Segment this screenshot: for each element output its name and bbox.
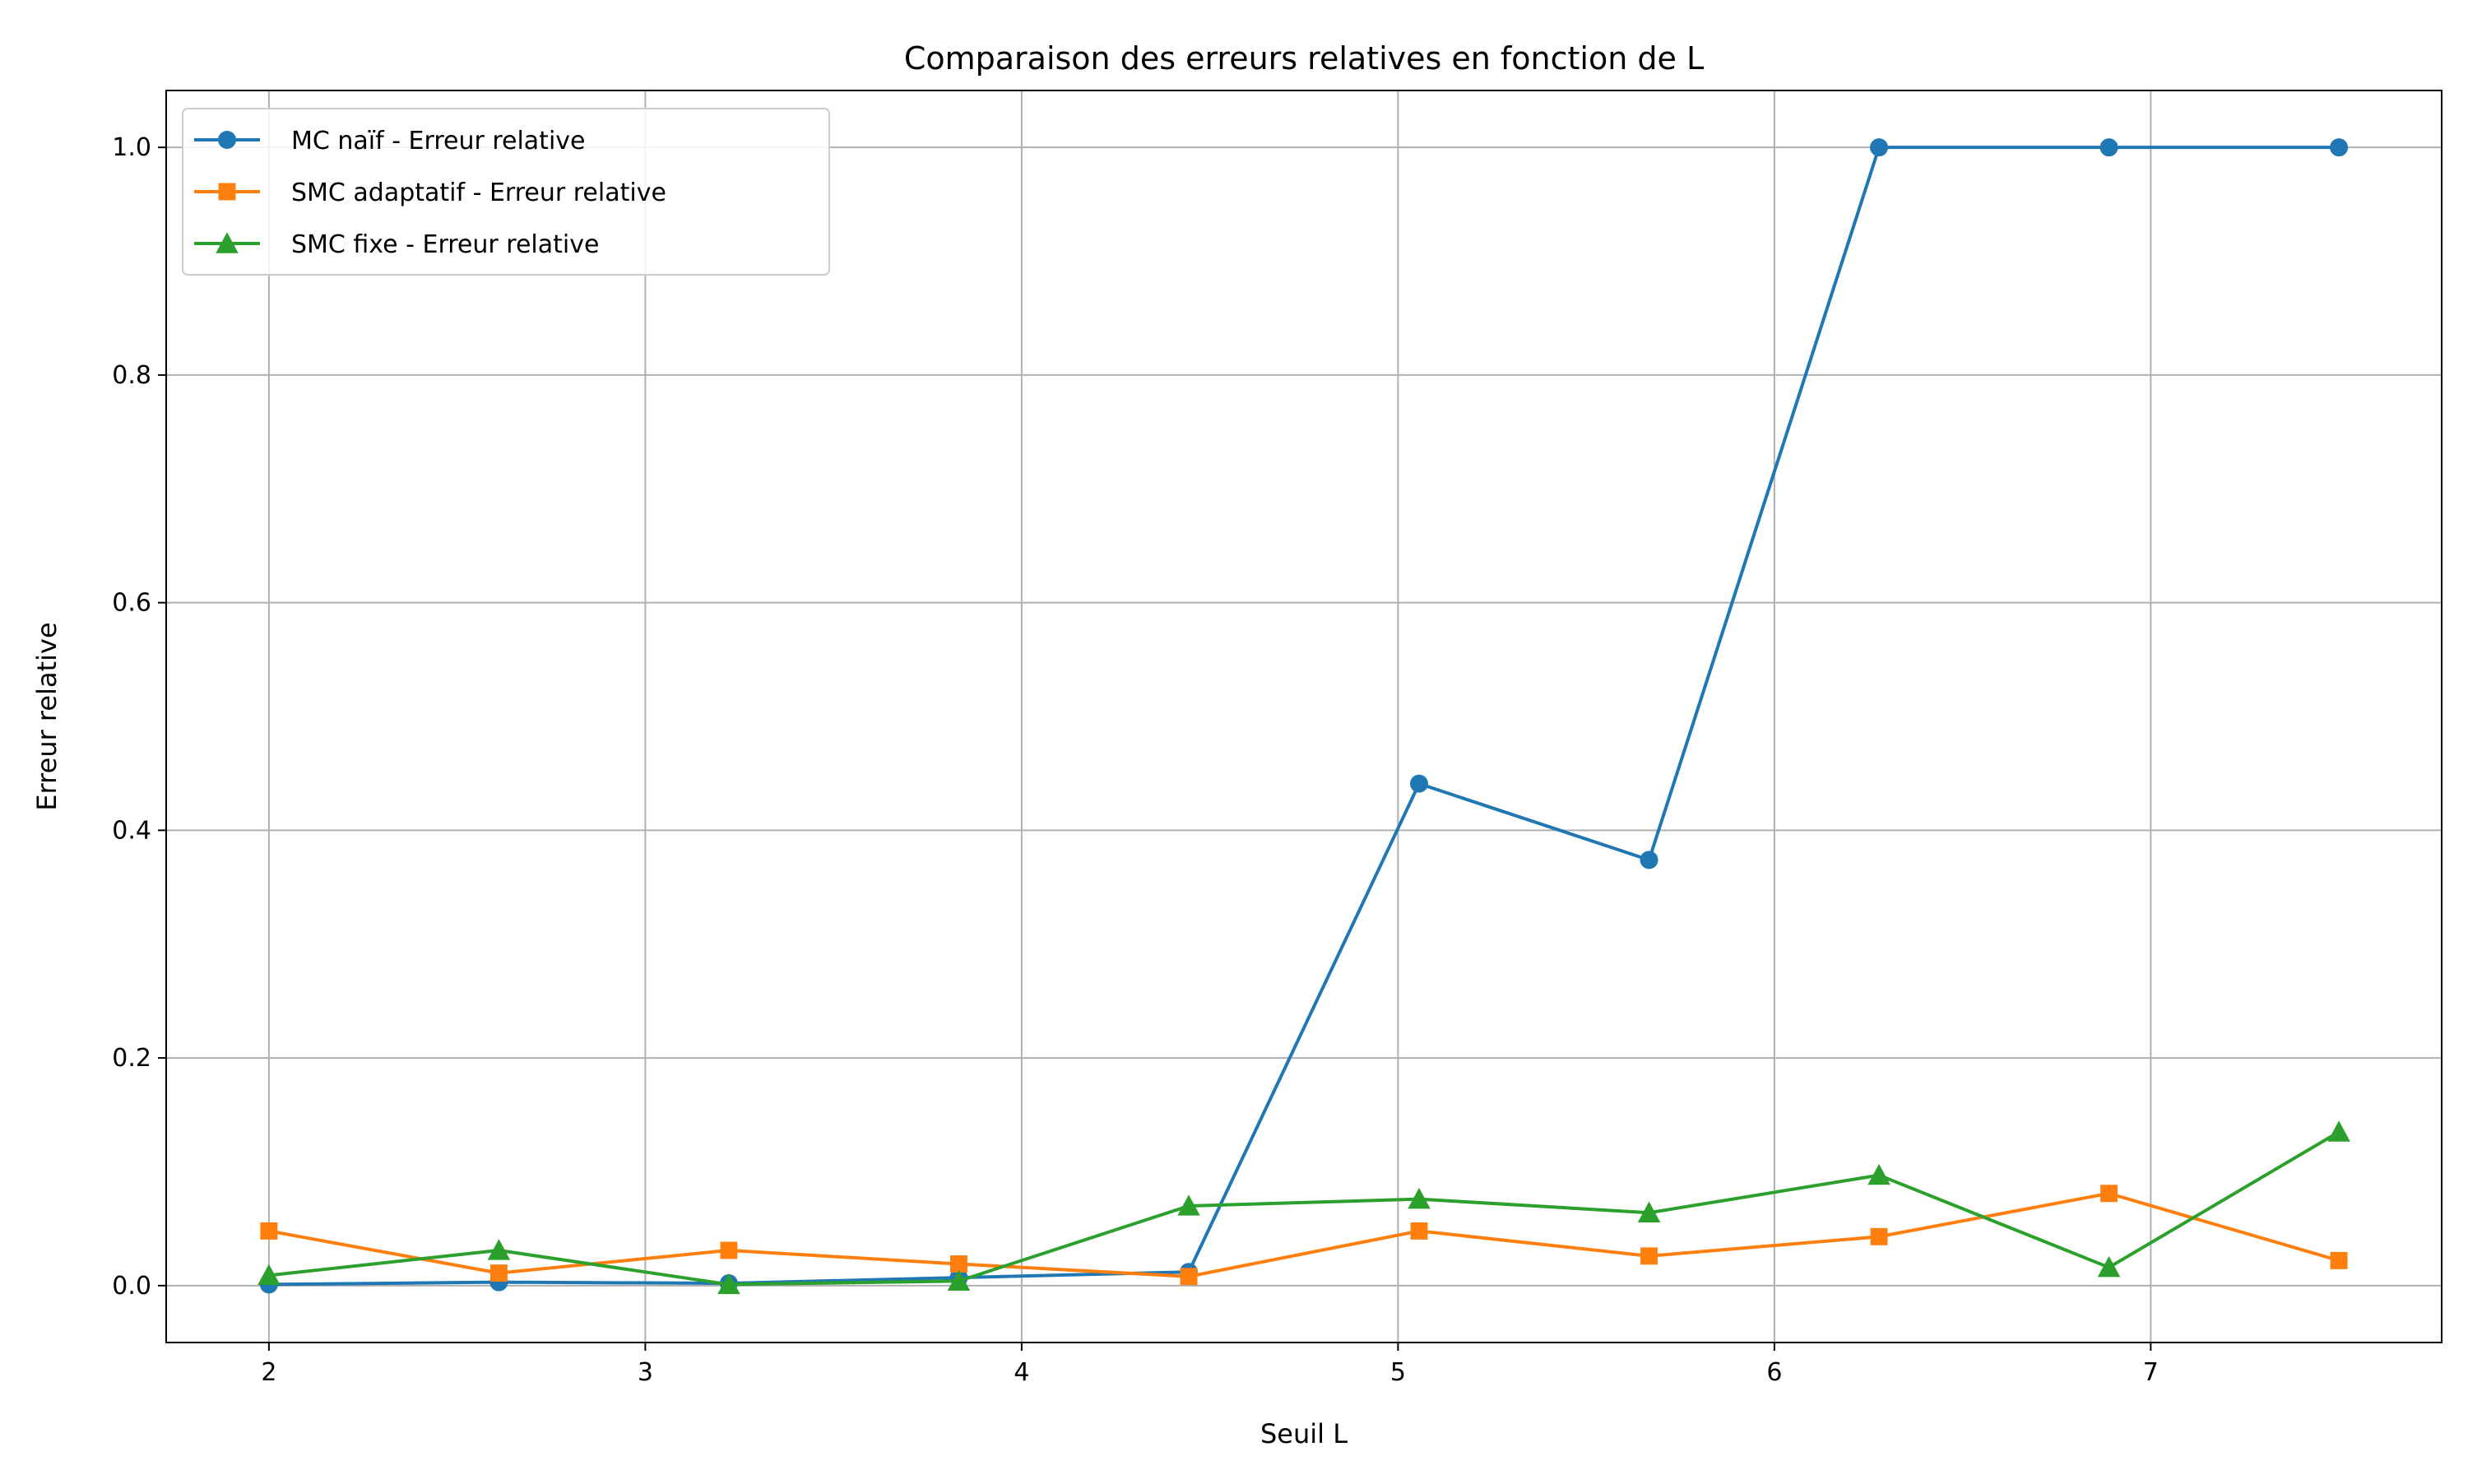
plot-frame bbox=[165, 90, 2442, 1343]
data-point bbox=[1637, 1201, 1661, 1222]
legend-item: SMC fixe - Erreur relative bbox=[194, 230, 599, 259]
data-point bbox=[2330, 1251, 2348, 1269]
legend-marker bbox=[216, 232, 239, 253]
data-point bbox=[260, 1222, 278, 1240]
series-2 bbox=[257, 1120, 2350, 1295]
legend-label: SMC fixe - Erreur relative bbox=[291, 230, 599, 259]
x-tick-label: 5 bbox=[1390, 1358, 1406, 1387]
data-point bbox=[487, 1239, 511, 1260]
data-point bbox=[2327, 1120, 2350, 1142]
y-tick-label: 0.0 bbox=[112, 1272, 151, 1301]
data-point bbox=[2100, 1185, 2118, 1203]
data-point bbox=[720, 1241, 738, 1259]
data-point bbox=[1867, 1163, 1890, 1185]
legend-label: MC naïf - Erreur relative bbox=[291, 127, 586, 155]
data-point bbox=[489, 1264, 508, 1282]
data-point bbox=[950, 1255, 967, 1273]
chart-title: Comparaison des erreurs relatives en fon… bbox=[904, 40, 1704, 77]
legend-item: MC naïf - Erreur relative bbox=[194, 127, 586, 155]
data-point bbox=[1409, 774, 1428, 793]
series-line bbox=[268, 1130, 2340, 1287]
legend-label: SMC adaptatif - Erreur relative bbox=[291, 179, 666, 207]
grid bbox=[166, 90, 2442, 1343]
legend-marker bbox=[218, 131, 236, 149]
series-line bbox=[268, 146, 2340, 1287]
legend-item: SMC adaptatif - Erreur relative bbox=[194, 179, 666, 207]
y-axis-title: Erreur relative bbox=[31, 622, 63, 810]
legend: MC naïf - Erreur relative SMC adaptatif -… bbox=[182, 108, 830, 276]
data-point bbox=[947, 1269, 971, 1291]
legend-box bbox=[182, 108, 830, 276]
series-1 bbox=[260, 1185, 2348, 1286]
data-point bbox=[1640, 1247, 1658, 1265]
x-tick-label: 4 bbox=[1014, 1358, 1029, 1387]
data-point bbox=[2099, 138, 2118, 157]
data-point bbox=[1410, 1222, 1428, 1240]
x-tick-label: 7 bbox=[2143, 1358, 2159, 1387]
x-tick-label: 3 bbox=[638, 1358, 653, 1387]
data-point bbox=[1177, 1194, 1200, 1216]
y-tick-label: 1.0 bbox=[112, 133, 151, 162]
x-axis-title: Seuil L bbox=[1260, 1418, 1348, 1449]
data-point bbox=[1870, 1227, 1888, 1245]
data-point bbox=[2330, 138, 2349, 157]
x-tick-label: 2 bbox=[261, 1358, 276, 1387]
y-tick-label: 0.2 bbox=[112, 1044, 151, 1073]
axis-ticks: 2 3 4 5 6 7 0.0 0.2 0.4 0.6 0.8 1.0 bbox=[112, 133, 2159, 1387]
data-point bbox=[1640, 851, 1658, 870]
series-line bbox=[268, 1191, 2340, 1278]
data-point bbox=[257, 1264, 281, 1286]
data-point bbox=[1870, 138, 1889, 157]
x-tick-label: 6 bbox=[1766, 1358, 1782, 1387]
data-point bbox=[1180, 1268, 1198, 1286]
y-tick-label: 0.8 bbox=[112, 361, 151, 390]
y-tick-label: 0.6 bbox=[112, 589, 151, 618]
series-group bbox=[257, 138, 2350, 1295]
data-point bbox=[2097, 1255, 2121, 1278]
legend-marker bbox=[218, 183, 236, 201]
data-point bbox=[1408, 1187, 1431, 1209]
data-point bbox=[717, 1273, 740, 1295]
y-tick-label: 0.4 bbox=[112, 816, 151, 845]
